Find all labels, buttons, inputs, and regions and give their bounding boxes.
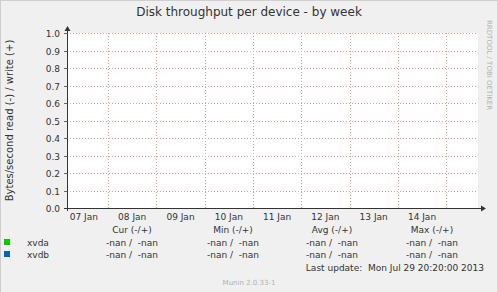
- legend-stat: -nan / -nan: [306, 250, 358, 260]
- watermark: RRDTOOL / TOBI OETIKER: [485, 20, 493, 110]
- legend-swatch: [4, 239, 10, 245]
- legend-stat: -nan / -nan: [406, 238, 458, 248]
- x-tick-label: 14 Jan: [408, 212, 436, 222]
- title: Disk throughput per device - by week: [136, 5, 362, 19]
- x-tick-label: 07 Jan: [70, 212, 98, 222]
- border: [0, 0, 1, 292]
- y-tick-label: 0.2: [46, 169, 60, 179]
- chart: Disk throughput per device - by week Byte…: [0, 0, 497, 292]
- x-grid-line: [301, 33, 302, 208]
- y-axis-arrow: [65, 26, 71, 31]
- footer: Munin 2.0.33-1: [223, 279, 276, 287]
- page: {"chart_data": { "type": "line", "title"…: [0, 0, 497, 292]
- x-tick-label: 10 Jan: [215, 212, 243, 222]
- y-tick: [64, 173, 67, 174]
- y-tick-label: 0.6: [46, 99, 61, 109]
- y-grid-line: [67, 51, 478, 52]
- y-tick: [64, 156, 67, 157]
- y-tick-label: 0.4: [46, 134, 61, 144]
- x-tick-label: 13 Jan: [360, 212, 388, 222]
- y-grid-line: [67, 86, 478, 87]
- y-tick-label: 0.1: [46, 187, 60, 197]
- x-grid-line: [253, 33, 254, 208]
- border: [0, 0, 497, 1]
- legend-stat: -nan / -nan: [106, 250, 158, 260]
- y-grid-line: [67, 103, 478, 104]
- plot-area: [67, 33, 478, 208]
- y-tick-label: 0.0: [46, 204, 61, 214]
- legend-stat: -nan / -nan: [106, 238, 158, 248]
- x-grid-line: [156, 33, 157, 208]
- last-update: Last update: Mon Jul 29 20:20:00 2013: [306, 263, 484, 273]
- y-tick: [64, 191, 67, 192]
- y-axis: [67, 30, 68, 211]
- y-tick: [64, 103, 67, 104]
- x-tick-label: 09 Jan: [166, 212, 194, 222]
- y-grid-line: [67, 191, 478, 192]
- x-grid-line: [398, 33, 399, 208]
- y-tick: [64, 33, 67, 34]
- y-tick-label: 0.9: [46, 47, 61, 57]
- legend-header: Min (-/+): [213, 225, 253, 235]
- x-tick-label: 08 Jan: [118, 212, 146, 222]
- legend-stat: -nan / -nan: [406, 250, 458, 260]
- legend-stat: -nan / -nan: [306, 238, 358, 248]
- y-grid-line: [67, 138, 478, 139]
- y-tick: [64, 121, 67, 122]
- x-tick-label: 12 Jan: [311, 212, 339, 222]
- x-grid-line: [108, 33, 109, 208]
- x-grid-line: [350, 33, 351, 208]
- y-grid-line: [67, 33, 478, 34]
- x-grid-line: [205, 33, 206, 208]
- legend-header: Cur (-/+): [112, 225, 151, 235]
- y-grid-line: [67, 121, 478, 122]
- y-grid-line: [67, 173, 478, 174]
- x-tick-label: 11 Jan: [263, 212, 291, 222]
- y-tick-label: 1.0: [46, 29, 61, 39]
- y-grid-line: [67, 156, 478, 157]
- y-tick: [64, 68, 67, 69]
- x-axis: [64, 208, 482, 209]
- y-tick: [64, 138, 67, 139]
- y-tick-label: 0.5: [46, 117, 60, 127]
- legend-header: Max (-/+): [411, 225, 453, 235]
- y-tick-label: 0.3: [46, 152, 60, 162]
- legend-swatch: [4, 251, 10, 257]
- legend-stat: -nan / -nan: [207, 250, 259, 260]
- y-tick-label: 0.8: [46, 64, 61, 74]
- y-axis-label: Bytes/second read (-) / write (+): [4, 40, 15, 202]
- y-tick-label: 0.7: [46, 82, 60, 92]
- legend-label: xvdb: [27, 250, 49, 260]
- y-tick: [64, 51, 67, 52]
- background: [0, 0, 497, 292]
- legend-label: xvda: [27, 238, 49, 248]
- y-tick: [64, 86, 67, 87]
- legend-header: Avg (-/+): [312, 225, 352, 235]
- x-grid-line: [446, 33, 447, 208]
- x-axis-arrow: [481, 206, 486, 212]
- legend-stat: -nan / -nan: [207, 238, 259, 248]
- y-grid-line: [67, 68, 478, 69]
